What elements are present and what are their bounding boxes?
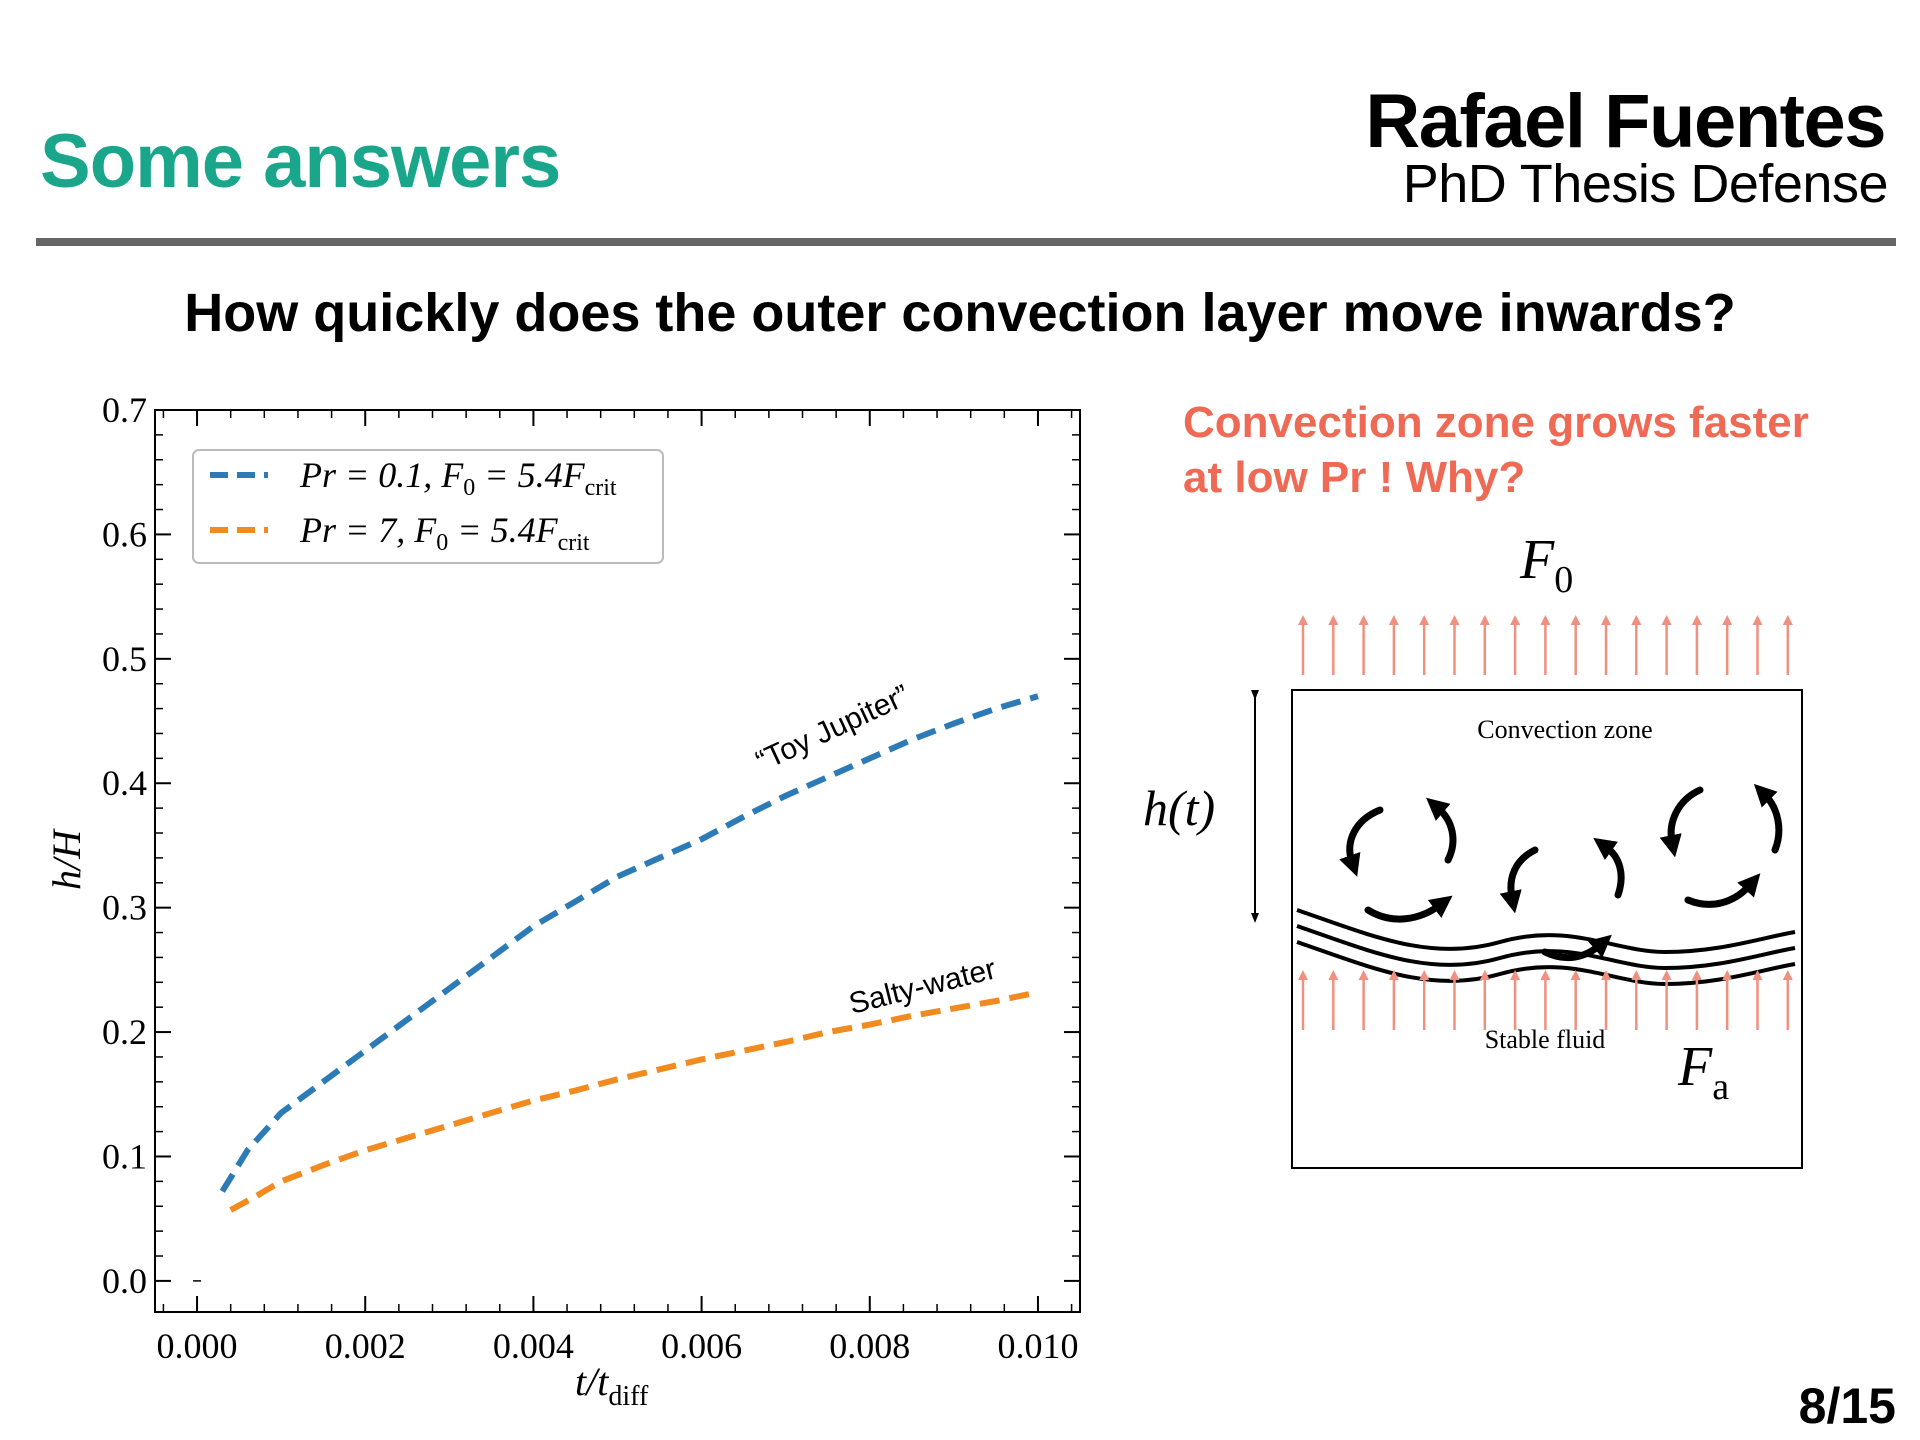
y-tick-label: 0.3: [102, 888, 147, 928]
x-tick-label: 0.000: [157, 1326, 238, 1366]
answer-text: Convection zone grows faster at low Pr !…: [1183, 395, 1809, 505]
bottom-flux-arrows: [1298, 970, 1793, 1030]
y-axis-label: h/H: [44, 828, 89, 890]
answer-line-2: at low Pr ! Why?: [1183, 453, 1526, 502]
x-axis-label: t/tdiff: [575, 1359, 649, 1412]
slide-title: Some answers: [40, 119, 561, 204]
eddy-arrow-right-down: [1659, 786, 1704, 858]
top-flux-arrows: [1298, 615, 1793, 675]
eddy-arrow-right-up: [1753, 783, 1783, 854]
x-tick-label: 0.006: [661, 1326, 742, 1366]
header-divider: [36, 238, 1896, 246]
y-tick-label: 0.2: [102, 1012, 147, 1052]
question-heading: How quickly does the outer convection la…: [184, 283, 1736, 343]
eddy-arrow-right-bottom: [1684, 873, 1761, 908]
series-line-high-pr: [229, 989, 1039, 1213]
eddy-arrow-mid-bottom: [1541, 934, 1612, 962]
y-tick-label: 0.5: [102, 639, 147, 679]
bottom-flux-label: Fa: [1677, 1036, 1729, 1108]
legend-box: [192, 449, 664, 564]
chart-ticks: [155, 409, 1080, 1312]
series-line-low-pr: [219, 693, 1039, 1193]
chart-lines: [193, 693, 1039, 1282]
x-tick-label: 0.008: [829, 1326, 910, 1366]
y-tick-label: 0.1: [102, 1136, 147, 1176]
chart-tick-labels: 0.000 0.002 0.004 0.006 0.008 0.010 0.0 0.1 0.2 0…: [102, 390, 1078, 1366]
convection-zone-label: Convection zone: [1477, 715, 1652, 744]
x-tick-label: 0.004: [493, 1326, 574, 1366]
y-tick-label: 0.7: [102, 390, 147, 430]
eddy-arrow-mid-up: [1593, 837, 1625, 899]
x-tick-label: 0.002: [325, 1326, 406, 1366]
height-label: h(t): [1143, 780, 1215, 836]
y-tick-label: 0.6: [102, 514, 147, 554]
answer-line-1: Convection zone grows faster: [1183, 398, 1809, 447]
eddy-arrow-left-up: [1426, 797, 1457, 864]
y-tick-label: 0.4: [102, 763, 147, 803]
legend-entry-low-pr: Pr = 0.1, F0 = 5.4Fcrit: [299, 455, 617, 501]
eddy-arrow-left-down: [1339, 806, 1384, 877]
eddy-arrow-mid-down: [1499, 846, 1539, 914]
eddy-arrow-left-bottom: [1364, 895, 1453, 923]
chart-legend: Pr = 0.1, F0 = 5.4Fcrit Pr = 7, F0 = 5.4…: [192, 449, 664, 564]
top-flux-label: F0: [1519, 529, 1573, 601]
plot-frame: [154, 409, 1081, 1313]
legend-entry-high-pr: Pr = 7, F0 = 5.4Fcrit: [299, 510, 590, 556]
stable-fluid-label: Stable fluid: [1485, 1025, 1606, 1054]
x-tick-label: 0.010: [997, 1326, 1078, 1366]
event-name: PhD Thesis Defense: [1402, 154, 1889, 214]
convection-eddy-arrows: [1339, 783, 1783, 962]
author-name: Rafael Fuentes: [1365, 79, 1886, 164]
page-number: 8/15: [1798, 1378, 1896, 1434]
y-tick-label: 0.0: [102, 1261, 147, 1301]
interface-waves: [1296, 908, 1796, 987]
fluid-box: [1291, 689, 1803, 1169]
